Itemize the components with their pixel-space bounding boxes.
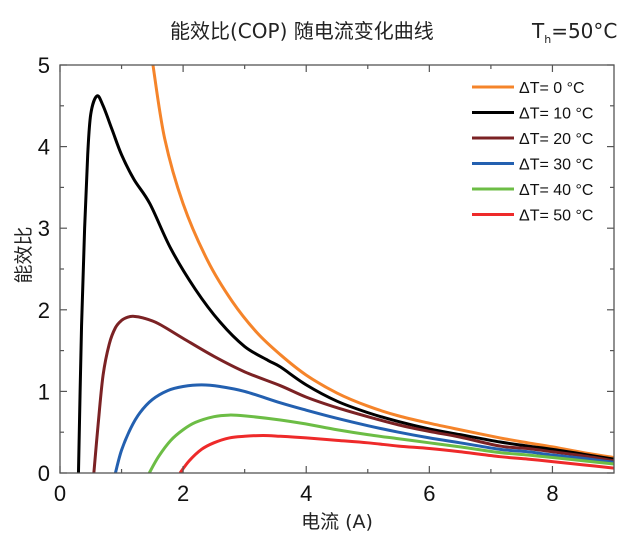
annotation-value: =50°C <box>551 19 617 43</box>
series-line-2 <box>92 314 614 473</box>
y-tick-label: 5 <box>38 53 50 78</box>
x-tick-label: 6 <box>423 481 435 506</box>
chart-title-group: 能效比(COP) 随电流变化曲线 Th=50°C <box>170 19 617 46</box>
y-tick-label: 4 <box>38 135 50 160</box>
y-tick-label: 2 <box>38 298 50 323</box>
legend-label: ΔT= 50 °C <box>519 208 593 225</box>
y-tick-label: 0 <box>38 461 50 486</box>
x-tick-label: 0 <box>54 481 66 506</box>
plot-frame <box>59 64 615 474</box>
series-line-0 <box>151 65 614 459</box>
legend-label: ΔT= 0 °C <box>519 80 585 97</box>
tick-labels-layer: 0 2 4 6 8 0 1 2 3 4 5 <box>38 53 559 506</box>
legend-item: ΔT= 20 °C <box>472 131 593 148</box>
y-tick-label: 3 <box>38 216 50 241</box>
y-tick-label: 1 <box>38 379 50 404</box>
annotation-label: T <box>531 19 545 43</box>
x-tick-label: 4 <box>300 481 312 506</box>
chart-title: 能效比(COP) 随电流变化曲线 <box>170 19 434 43</box>
legend-item: ΔT= 40 °C <box>472 182 593 199</box>
series-line-5 <box>178 433 614 473</box>
legend-item: ΔT= 0 °C <box>472 80 585 97</box>
y-axis-label: 能效比 <box>13 226 35 283</box>
x-tick-label: 8 <box>546 481 558 506</box>
legend-label: ΔT= 40 °C <box>519 182 593 199</box>
legend-item: ΔT= 30 °C <box>472 157 593 174</box>
legend-item: ΔT= 50 °C <box>472 208 593 225</box>
x-tick-label: 2 <box>177 481 189 506</box>
series-line-3 <box>113 383 614 473</box>
hot-side-temperature-annotation: Th=50°C <box>531 19 617 46</box>
legend-label: ΔT= 20 °C <box>519 131 593 148</box>
series-line-1 <box>76 94 614 473</box>
legend: ΔT= 0 °C ΔT= 10 °C ΔT= 20 °C ΔT= 30 °C ΔT= 4… <box>472 80 593 225</box>
legend-label: ΔT= 30 °C <box>519 157 593 174</box>
legend-label: ΔT= 10 °C <box>519 106 593 123</box>
series-layer <box>76 65 614 473</box>
legend-item: ΔT= 10 °C <box>472 106 593 123</box>
annotation-subscript: h <box>544 33 551 46</box>
ticks-layer <box>59 64 614 474</box>
x-axis-label: 电流 (A) <box>301 511 373 533</box>
series-line-4 <box>147 413 614 473</box>
